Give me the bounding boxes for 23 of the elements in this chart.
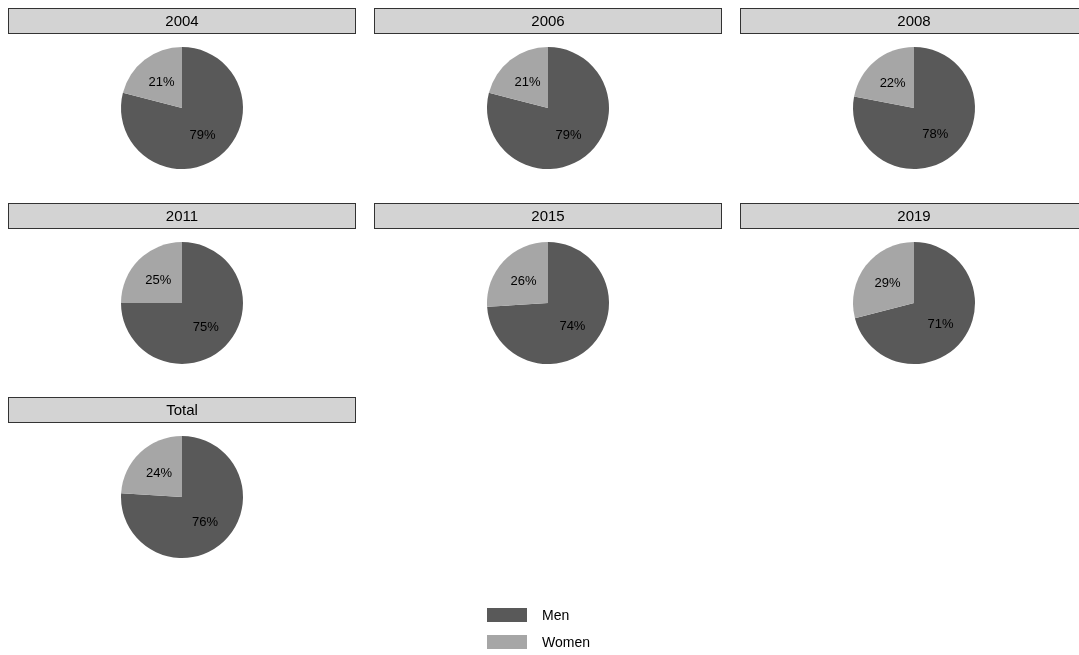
data-label: 74%: [559, 317, 586, 333]
legend-label: Women: [542, 634, 590, 650]
data-label: 21%: [148, 74, 175, 90]
chart-title: 2004: [8, 8, 356, 34]
data-label: 75%: [192, 318, 220, 334]
data-label: 71%: [927, 315, 954, 331]
data-label: 22%: [879, 74, 907, 90]
data-label: 29%: [874, 274, 901, 290]
chart-title: 2015: [374, 202, 722, 229]
legend-label: Men: [542, 607, 570, 623]
data-label: 79%: [555, 126, 582, 142]
chart-title: 2006: [374, 8, 722, 34]
data-label: 25%: [145, 271, 172, 287]
data-label: 24%: [146, 465, 173, 481]
data-label: 79%: [189, 126, 216, 142]
data-label: 76%: [191, 513, 219, 529]
data-label: 26%: [510, 272, 538, 288]
chart-title: 2011: [8, 202, 356, 229]
chart-title: Total: [8, 397, 356, 423]
data-label: 21%: [514, 74, 541, 90]
chart-title: 2019: [740, 202, 1079, 229]
chart-title: 2008: [740, 8, 1079, 34]
data-label: 78%: [922, 126, 949, 142]
